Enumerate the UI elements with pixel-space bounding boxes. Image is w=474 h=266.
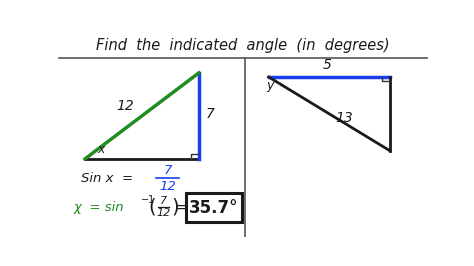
Text: χ  = sin: χ = sin	[74, 201, 125, 214]
Text: x: x	[98, 143, 105, 156]
Text: 12: 12	[117, 99, 134, 113]
Text: 7: 7	[160, 196, 167, 206]
Text: ): )	[171, 198, 179, 217]
Text: 13: 13	[335, 111, 353, 125]
Text: (: (	[148, 198, 156, 217]
Text: 12: 12	[159, 180, 176, 193]
Text: y: y	[267, 79, 274, 92]
Text: 7: 7	[164, 164, 172, 177]
Text: −1: −1	[141, 196, 155, 206]
Text: 5: 5	[323, 58, 332, 72]
Text: Find  the  indicated  angle  (in  degrees): Find the indicated angle (in degrees)	[96, 38, 390, 53]
Text: 12: 12	[156, 208, 170, 218]
Text: 35.7°: 35.7°	[189, 198, 238, 217]
Text: Sin x  =: Sin x =	[82, 172, 133, 185]
Bar	[186, 193, 242, 222]
Text: 7: 7	[206, 107, 215, 121]
Text: =: =	[175, 200, 188, 215]
